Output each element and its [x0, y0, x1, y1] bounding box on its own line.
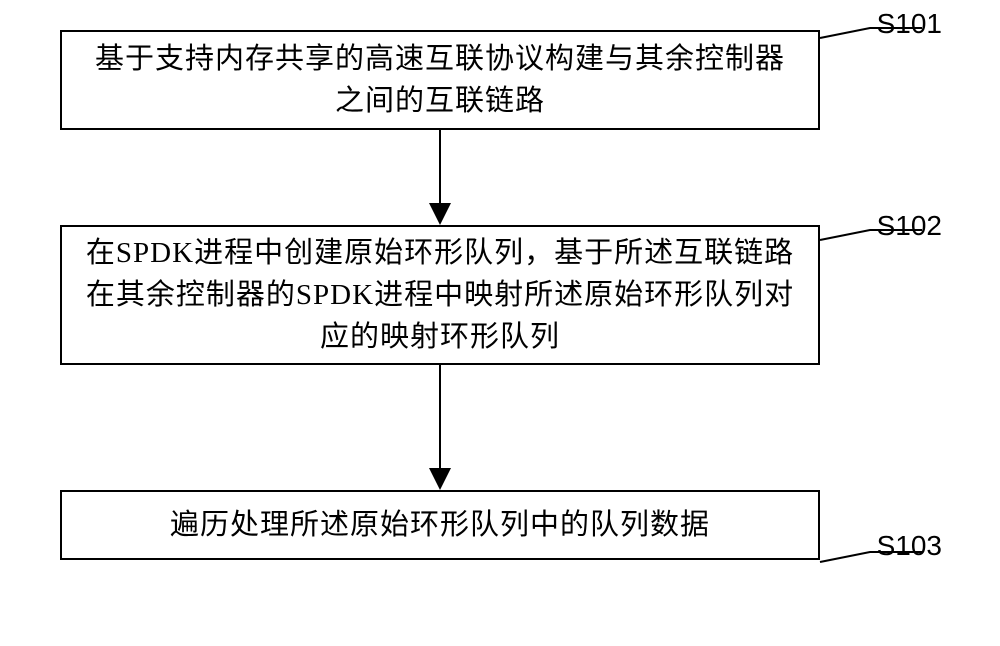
arrow-s102-s103 — [60, 365, 820, 490]
arrow-head-icon — [429, 468, 451, 490]
arrow-s101-s102 — [60, 130, 820, 225]
arrow-line — [439, 130, 441, 204]
node-text: 在SPDK进程中创建原始环形队列，基于所述互联链路在其余控制器的SPDK进程中映… — [82, 232, 798, 358]
step-label-s103: S103 — [877, 530, 942, 562]
flowchart-node-s102: 在SPDK进程中创建原始环形队列，基于所述互联链路在其余控制器的SPDK进程中映… — [60, 225, 820, 365]
step-label-s101: S101 — [877, 8, 942, 40]
node-text: 基于支持内存共享的高速互联协议构建与其余控制器之间的互联链路 — [82, 38, 798, 122]
arrow-head-icon — [429, 203, 451, 225]
node-text: 遍历处理所述原始环形队列中的队列数据 — [170, 504, 710, 546]
flowchart-container: 基于支持内存共享的高速互联协议构建与其余控制器之间的互联链路 在SPDK进程中创… — [60, 30, 820, 560]
flowchart-node-s103: 遍历处理所述原始环形队列中的队列数据 — [60, 490, 820, 560]
arrow-line — [439, 365, 441, 469]
flowchart-node-s101: 基于支持内存共享的高速互联协议构建与其余控制器之间的互联链路 — [60, 30, 820, 130]
step-label-s102: S102 — [877, 210, 942, 242]
